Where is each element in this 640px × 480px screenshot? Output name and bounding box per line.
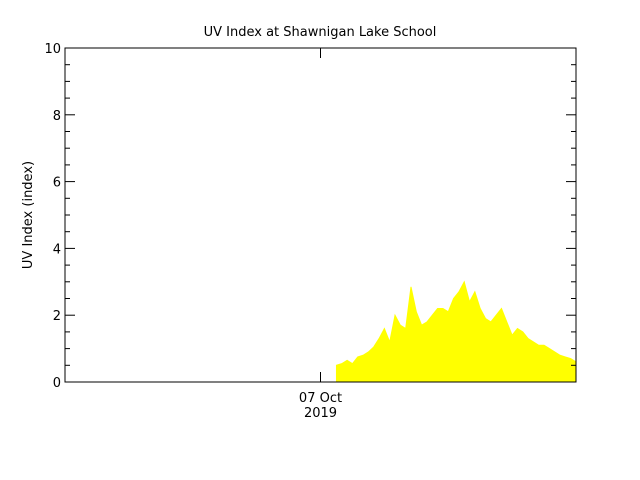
y-tick-label: 10 (44, 42, 61, 57)
x-tick-label: 07 Oct (299, 391, 342, 406)
y-tick-label: 0 (53, 376, 61, 391)
y-tick-label: 2 (53, 309, 61, 324)
y-tick-label: 6 (53, 176, 61, 191)
y-tick-label: 4 (53, 242, 61, 257)
x-tick-sublabel: 2019 (304, 406, 337, 421)
y-tick-label: 8 (53, 109, 61, 124)
y-axis-label: UV Index (index) (21, 161, 36, 269)
chart-title: UV Index at Shawnigan Lake School (204, 25, 437, 40)
uv-area (335, 280, 577, 383)
